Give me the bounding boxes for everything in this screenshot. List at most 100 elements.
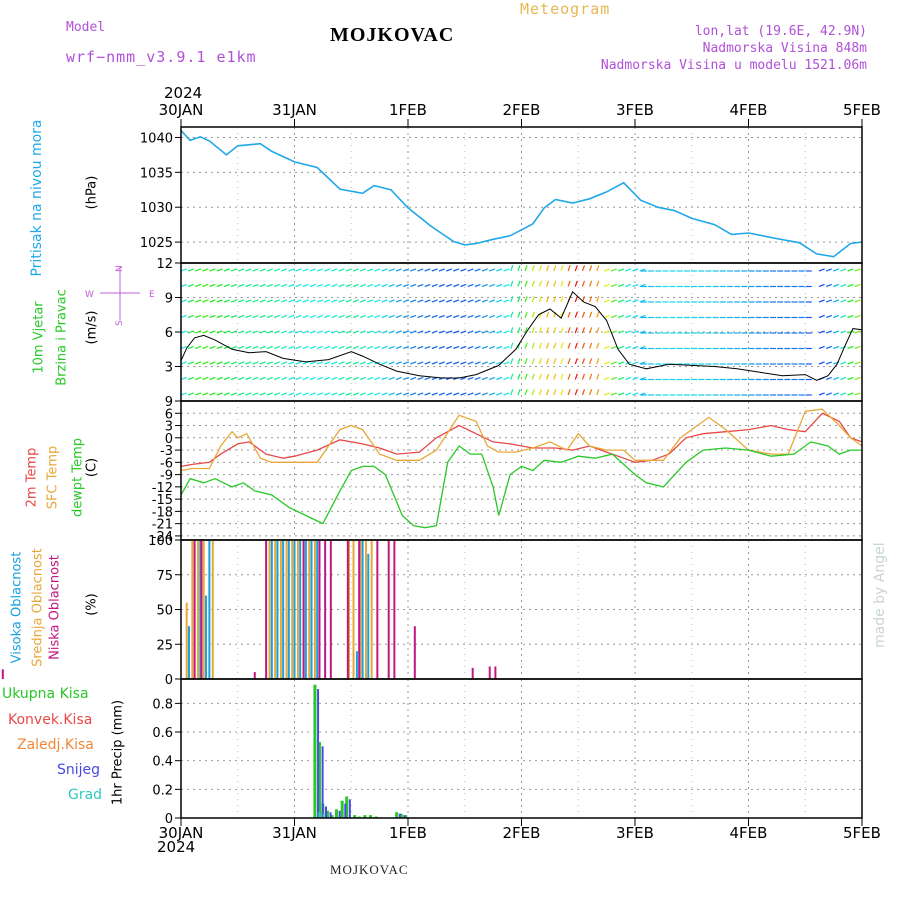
high-cloud-bar	[361, 540, 364, 679]
wind-barb	[230, 330, 238, 334]
wind-barb	[567, 389, 571, 396]
wind-barb	[833, 345, 840, 350]
y-tick-label: -18	[152, 505, 173, 520]
wind-barb	[847, 268, 854, 272]
wind-barb	[417, 361, 424, 365]
wind-barb	[302, 299, 309, 303]
wind-barb	[553, 389, 557, 396]
wind-barb	[295, 299, 302, 303]
wind-barb	[546, 311, 550, 318]
wind-barb	[338, 268, 345, 272]
wind-barb	[223, 345, 230, 350]
wind-barb	[403, 330, 410, 334]
wind-barb	[338, 392, 345, 396]
wind-barb	[446, 392, 453, 396]
wind-barb	[403, 283, 410, 288]
wind-barb	[245, 314, 252, 319]
wind-barb	[503, 268, 510, 272]
wind-barb	[489, 345, 496, 350]
wind-barb	[245, 283, 252, 288]
wind-barb	[503, 283, 510, 288]
wind-barb	[352, 330, 359, 334]
total-precip-bar	[317, 742, 321, 818]
wind-barb	[324, 392, 331, 396]
wind-barb	[316, 283, 324, 288]
wind-barb	[281, 345, 288, 350]
wind-barb	[517, 265, 521, 272]
wind-barb	[316, 345, 324, 350]
total-precip-bar	[340, 800, 344, 818]
wind-barb	[259, 299, 266, 303]
wind-barb	[388, 345, 395, 350]
total-precip-bar	[369, 815, 373, 818]
wind-barb	[589, 327, 593, 334]
wind-barb	[288, 330, 295, 334]
wind-barb	[374, 268, 381, 272]
wind-barb	[481, 268, 488, 272]
wind-barb	[618, 299, 625, 303]
x-tick-label-top: 4FEB	[730, 101, 768, 119]
wind-barb	[360, 314, 367, 319]
wind-barb	[531, 280, 535, 287]
wind-barb	[209, 392, 216, 396]
wind-barb	[596, 327, 600, 334]
wind-barb	[818, 330, 825, 334]
wind-barb	[395, 345, 402, 350]
wind-barb	[546, 327, 550, 334]
wind-barb	[560, 342, 564, 349]
low-cloud-bar	[200, 540, 203, 679]
wind-barb	[180, 345, 187, 350]
wind-barb	[209, 268, 216, 272]
low-cloud-bar	[265, 540, 268, 679]
wind-barb	[424, 299, 431, 303]
wind-barb	[424, 345, 431, 350]
wind-barb	[187, 361, 195, 365]
wind-barb	[266, 299, 273, 303]
wind-barb	[209, 330, 216, 334]
model-altitude: Nadmorska Visina u modelu 1521.06m	[600, 58, 867, 73]
wind-barb	[625, 314, 632, 319]
wind-barb	[223, 376, 230, 381]
wind-barb	[510, 265, 514, 272]
wind-barb	[632, 314, 639, 319]
wind-barb	[589, 358, 593, 365]
wind-barb	[854, 376, 861, 381]
wind-barb	[273, 361, 281, 365]
y-tick-label: 0.6	[152, 726, 173, 741]
wind-barb	[245, 268, 252, 272]
wind-barb	[467, 345, 474, 350]
wind-barb	[252, 314, 259, 319]
wind-barb	[338, 361, 345, 365]
wind-barb	[281, 330, 288, 334]
wind-barb	[417, 392, 424, 396]
wind-barb	[345, 330, 352, 334]
wind-barb	[818, 268, 825, 272]
wind-barb	[180, 268, 187, 272]
wind-barb	[524, 265, 528, 272]
wind-barb	[352, 345, 359, 350]
wind-barb	[618, 361, 625, 365]
wind-barb	[180, 392, 187, 396]
wind-barb	[589, 280, 593, 287]
wind-barb	[431, 314, 438, 319]
wind-barb	[216, 283, 223, 288]
wind-barb	[496, 330, 503, 334]
wind-barb	[259, 268, 266, 272]
wind-barb	[417, 268, 424, 272]
y-tick-label: -6	[160, 456, 173, 471]
wind-barb	[546, 389, 550, 396]
y-tick-label: 0	[165, 673, 173, 688]
wind-barb	[195, 361, 202, 365]
wind-barb	[538, 389, 543, 396]
model-label: Model	[66, 20, 106, 35]
wind-barb	[517, 296, 521, 303]
wind-barb	[581, 358, 586, 365]
wind-barb	[180, 283, 187, 288]
wind-barb	[352, 392, 359, 396]
wind-barb	[639, 345, 646, 350]
wind-barb	[331, 345, 338, 350]
wind-barb	[460, 268, 467, 272]
wind-barb	[639, 392, 646, 396]
wind-barb	[195, 268, 202, 272]
mid-cloud-bar	[211, 540, 214, 679]
